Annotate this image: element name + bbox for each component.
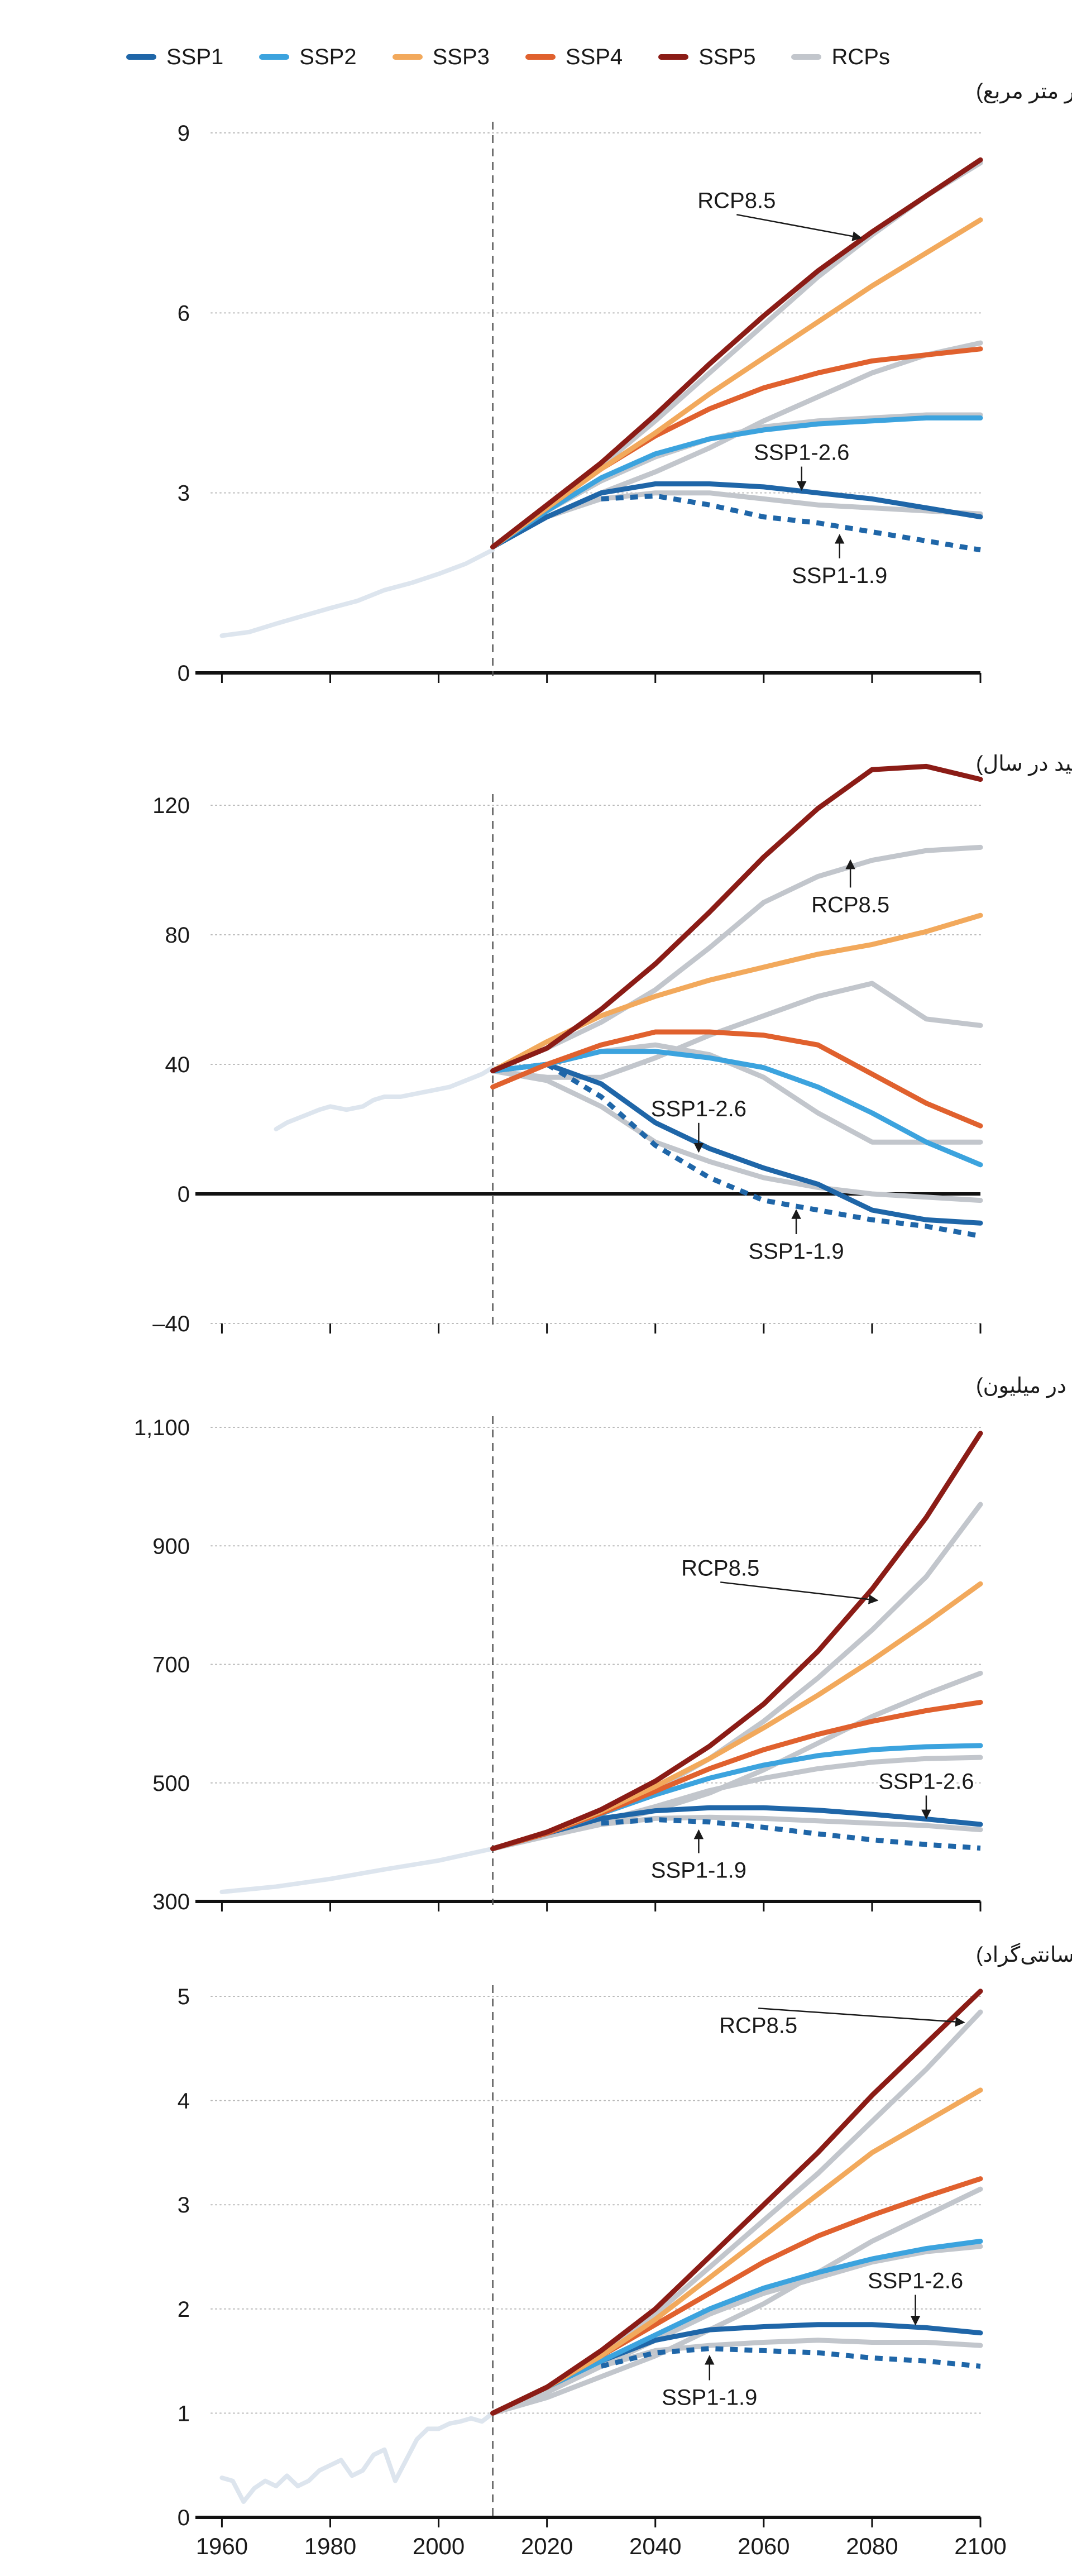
x-tick-label: 2020 — [521, 2533, 573, 2559]
x-tick-label: 2100 — [954, 2533, 1006, 2559]
series-line-ssp3 — [490, 912, 983, 1074]
legend-swatch-ssp2 — [259, 54, 290, 60]
chart-concentration: غلظت کربن‌دی‌اکسید در اتمسفر (قسمت در می… — [134, 1374, 1072, 1914]
annotation-label: RCP8.5 — [681, 1556, 759, 1580]
y-tick-label: 2 — [178, 2297, 190, 2322]
chart-title-concentration: غلظت کربن‌دی‌اکسید در اتمسفر (قسمت در می… — [976, 1374, 1072, 1398]
legend-label-ssp3: SSP3 — [432, 44, 490, 69]
chart-title-temperature: افزایش دما (درجه‌ی سانتی‌گراد) — [976, 1942, 1072, 1967]
legend-label-ssp2: SSP2 — [299, 44, 357, 69]
chart-title-forcing: قدرت گرمایش جهانی (وات در متر مربع) — [976, 79, 1072, 104]
legend-item-rcps: RCPs — [791, 44, 890, 70]
y-tick-label: 0 — [178, 1182, 190, 1207]
annotation-arrow — [736, 214, 863, 241]
series-line-ssp1-1-9 — [601, 493, 981, 553]
annotation-label: RCP8.5 — [811, 892, 889, 917]
annotation-label: SSP1-2.6 — [878, 1769, 974, 1794]
y-tick-label: 4 — [178, 2089, 190, 2114]
legend-swatch-ssp5 — [658, 54, 689, 60]
chart-temperature: افزایش دما (درجه‌ی سانتی‌گراد) 0 1 2 3 4 5 1960… — [178, 1942, 1072, 2559]
annotation-label: SSP1-1.9 — [792, 563, 887, 588]
y-tick-label: 0 — [178, 661, 190, 686]
legend-swatch-rcps — [791, 54, 822, 60]
series-line-rcp6-0 — [490, 2186, 983, 2416]
legend-label-ssp1: SSP1 — [166, 44, 224, 69]
legend-swatch-ssp3 — [392, 54, 423, 60]
annotation-label: SSP1-1.9 — [662, 2385, 757, 2410]
legend-item-ssp2: SSP2 — [259, 44, 357, 70]
y-tick-label: 0 — [178, 2506, 190, 2530]
series-line-ssp4 — [490, 1029, 983, 1129]
series-line-ssp1-1-9 — [600, 2346, 981, 2369]
series-line-historical — [274, 1065, 495, 1131]
y-tick-label: 1,100 — [134, 1416, 190, 1440]
y-tick-label: 1 — [178, 2401, 190, 2426]
legend-label-ssp5: SSP5 — [698, 44, 756, 69]
x-tick-label: 1960 — [196, 2533, 248, 2559]
series-line-rcp6-0 — [490, 1670, 983, 1851]
series-line-rcp2-6 — [490, 1068, 983, 1203]
series-line-ssp1-2-6 — [490, 1062, 983, 1226]
y-tick-label: 5 — [178, 1985, 190, 2009]
legend: SSP1 SSP2 SSP3 SSP4 SSP5 RCPs — [126, 44, 890, 70]
y-tick-label: 9 — [178, 121, 190, 146]
y-tick-label: 120 — [152, 794, 190, 818]
x-tick-label: 1980 — [304, 2533, 356, 2559]
annotation-label: SSP1-2.6 — [651, 1097, 746, 1121]
legend-item-ssp1: SSP1 — [126, 45, 223, 70]
y-tick-label: 300 — [152, 1890, 190, 1914]
series-line-ssp2 — [490, 415, 983, 549]
legend-label-rcps: RCPs — [831, 44, 890, 69]
legend-item-ssp5: SSP5 — [658, 45, 755, 70]
series-line-rcp8-5 — [490, 844, 983, 1074]
y-tick-label: 6 — [178, 301, 190, 326]
y-tick-label: 3 — [178, 2193, 190, 2217]
annotation-label: RCP8.5 — [697, 188, 776, 213]
series-line-rcp6-0 — [490, 981, 983, 1080]
series-line-ssp5 — [490, 763, 983, 1074]
y-tick-label: 3 — [178, 481, 190, 506]
series-line-rcp2-6 — [490, 490, 983, 549]
series-line-rcp4-5 — [490, 2244, 983, 2416]
series-line-rcp8-5 — [490, 2009, 983, 2416]
series-line-ssp5 — [490, 157, 983, 549]
series-line-ssp1-2-6 — [490, 481, 983, 549]
legend-label-ssp4: SSP4 — [565, 44, 623, 69]
series-line-historical — [219, 2411, 495, 2504]
chart-title-emissions: میزان انتشار کربن‌دی‌اکسید (میلیارد تن ک… — [976, 752, 1072, 776]
y-tick-label: 40 — [165, 1053, 190, 1077]
x-tick-label: 2000 — [413, 2533, 465, 2559]
annotation-label: RCP8.5 — [719, 2013, 797, 2038]
x-tick-label: 2060 — [738, 2533, 789, 2559]
annotation-label: SSP1-1.9 — [651, 1858, 746, 1883]
series-line-ssp5 — [490, 1989, 983, 2416]
series-line-ssp5 — [490, 1431, 983, 1851]
series-line-ssp3 — [490, 217, 983, 549]
series-line-ssp2 — [490, 1049, 983, 1168]
annotation-arrow — [720, 1581, 879, 1604]
annotation-arrow — [758, 2008, 965, 2027]
series-line-historical — [219, 1846, 495, 1894]
annotation-label: SSP1-1.9 — [748, 1239, 844, 1264]
legend-swatch-ssp1 — [126, 54, 156, 60]
x-tick-label: 2080 — [846, 2533, 898, 2559]
annotation-label: SSP1-2.6 — [754, 441, 849, 465]
chart-forcing: قدرت گرمایش جهانی (وات در متر مربع) 0 3 6 9 R… — [178, 79, 1072, 686]
y-tick-label: –40 — [152, 1312, 190, 1336]
y-tick-label: 500 — [152, 1771, 190, 1796]
y-tick-label: 700 — [152, 1653, 190, 1677]
y-tick-label: 900 — [152, 1534, 190, 1559]
x-tick-label: 2040 — [629, 2533, 681, 2559]
legend-swatch-ssp4 — [525, 54, 556, 60]
series-line-ssp1-1-9 — [545, 1062, 981, 1239]
series-line-ssp1-1-9 — [601, 1817, 981, 1851]
y-tick-label: 80 — [165, 923, 190, 948]
series-line-historical — [219, 547, 495, 638]
annotation-label: SSP1-2.6 — [868, 2268, 963, 2293]
chart-emissions: میزان انتشار کربن‌دی‌اکسید (میلیارد تن ک… — [152, 752, 1072, 1336]
legend-item-ssp4: SSP4 — [525, 45, 623, 70]
legend-item-ssp3: SSP3 — [392, 44, 490, 70]
